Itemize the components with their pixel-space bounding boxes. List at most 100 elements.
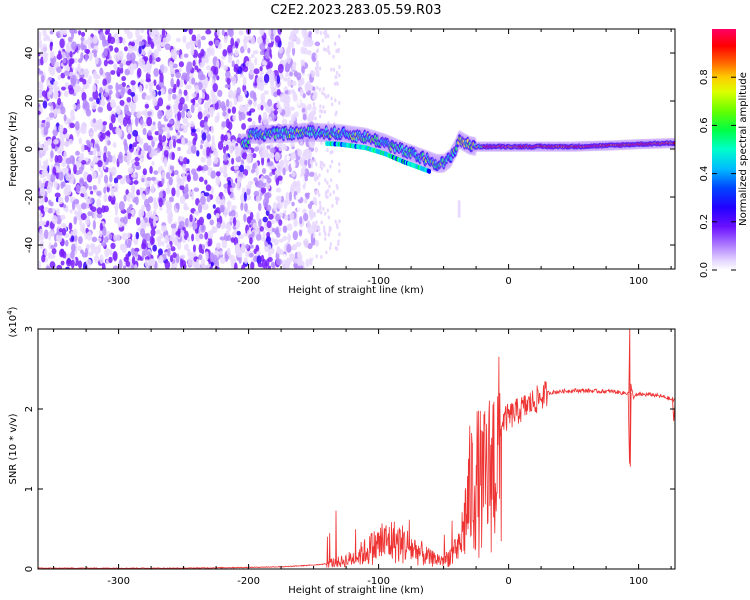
heatmap-cell bbox=[283, 210, 287, 215]
heatmap-cell bbox=[331, 149, 334, 154]
heatmap-cell bbox=[204, 231, 209, 240]
heatmap-cell bbox=[135, 117, 139, 127]
heatmap-cell bbox=[322, 206, 325, 211]
x-tick-label: 0 bbox=[505, 276, 511, 287]
heatmap-cell bbox=[209, 219, 215, 226]
heatmap-cell bbox=[336, 225, 339, 230]
heatmap-cell bbox=[103, 174, 109, 184]
heatmap-cell bbox=[152, 137, 158, 142]
heatmap-cell bbox=[163, 149, 169, 158]
heatmap-cell bbox=[158, 127, 164, 135]
heatmap-cell bbox=[67, 75, 71, 80]
heatmap-cell bbox=[191, 92, 197, 98]
heatmap-cell bbox=[253, 190, 260, 197]
heatmap-cell bbox=[314, 146, 319, 153]
heatmap-cell bbox=[247, 139, 250, 145]
heatmap-cell bbox=[88, 75, 92, 85]
heatmap-cell bbox=[197, 203, 203, 214]
heatmap-cell bbox=[314, 41, 321, 47]
heatmap-cell bbox=[227, 55, 233, 61]
heatmap-cell bbox=[43, 206, 49, 212]
heatmap-cell bbox=[262, 230, 266, 239]
heatmap-cell bbox=[186, 140, 193, 146]
heatmap-cell bbox=[186, 237, 191, 242]
heatmap-cell bbox=[286, 53, 291, 64]
heatmap-cell bbox=[284, 65, 290, 73]
heatmap-cell bbox=[151, 146, 155, 156]
heatmap-cell bbox=[146, 211, 151, 220]
heatmap-cell bbox=[214, 39, 220, 47]
heatmap-cell bbox=[280, 195, 285, 203]
heatmap-cell bbox=[41, 43, 48, 54]
heatmap-cell bbox=[113, 234, 117, 242]
heatmap-cell bbox=[252, 152, 257, 159]
heatmap-cell bbox=[153, 49, 159, 59]
heatmap-cell bbox=[172, 93, 177, 100]
heatmap-cell bbox=[199, 62, 204, 68]
heatmap-cell bbox=[56, 155, 63, 164]
heatmap-cell bbox=[306, 219, 311, 230]
heatmap-cell bbox=[274, 35, 281, 43]
heatmap-cell bbox=[158, 191, 164, 200]
heatmap-cell bbox=[222, 49, 228, 57]
heatmap-cell bbox=[38, 103, 41, 108]
heatmap-cell bbox=[267, 116, 272, 123]
heatmap-cell bbox=[204, 93, 210, 101]
heatmap-cell bbox=[309, 159, 314, 165]
heatmap-cell bbox=[288, 35, 294, 41]
heatmap-cell bbox=[313, 223, 317, 228]
heatmap-cell bbox=[257, 103, 261, 111]
heatmap-cell bbox=[92, 89, 99, 100]
heatmap-cell bbox=[140, 149, 145, 156]
heatmap-cell bbox=[276, 200, 283, 210]
heatmap-cell bbox=[326, 147, 329, 152]
heatmap-cell bbox=[273, 109, 278, 116]
heatmap-cell bbox=[226, 77, 231, 85]
heatmap-cell bbox=[52, 109, 57, 115]
heatmap-cell bbox=[184, 243, 189, 251]
heatmap-cell bbox=[96, 145, 101, 152]
heatmap-cell bbox=[115, 234, 121, 242]
heatmap-cell bbox=[256, 211, 260, 222]
heatmap-cell bbox=[167, 88, 173, 95]
heatmap-cell bbox=[69, 155, 75, 164]
heatmap-cell bbox=[90, 190, 94, 195]
heatmap-cell bbox=[282, 225, 288, 233]
heatmap-cell bbox=[87, 36, 93, 44]
heatmap-cell bbox=[136, 189, 141, 196]
heatmap-cell bbox=[114, 47, 119, 53]
heatmap-cell bbox=[247, 117, 253, 122]
heatmap-cell bbox=[97, 160, 103, 168]
colorbar-label: Normalized spectral amplitude bbox=[738, 72, 749, 226]
heatmap-cell bbox=[117, 221, 124, 228]
heatmap-cell bbox=[99, 108, 103, 113]
heatmap-cell bbox=[150, 125, 154, 133]
heatmap-cell bbox=[198, 176, 204, 183]
heatmap-cell bbox=[322, 225, 326, 230]
heatmap-cell bbox=[110, 242, 116, 250]
heatmap-cell bbox=[239, 73, 245, 78]
heatmap-cell bbox=[131, 208, 136, 218]
heatmap-cell bbox=[258, 144, 263, 152]
heatmap-cell bbox=[131, 57, 136, 64]
heatmap-cell bbox=[150, 41, 155, 50]
heatmap-cell bbox=[122, 59, 127, 66]
heatmap-cell bbox=[150, 176, 156, 182]
heatmap-cell bbox=[85, 49, 91, 55]
heatmap-cell bbox=[141, 177, 145, 183]
heatmap-cell bbox=[232, 114, 237, 121]
heatmap-cell bbox=[132, 63, 138, 70]
heatmap-cell bbox=[185, 41, 191, 50]
heatmap-cell bbox=[107, 140, 111, 146]
heatmap-cell bbox=[129, 102, 135, 110]
heatmap-cell bbox=[107, 60, 114, 65]
heatmap-cell bbox=[201, 132, 207, 141]
heatmap-cell bbox=[44, 34, 49, 39]
heatmap-cell bbox=[309, 39, 314, 47]
heatmap-cell bbox=[337, 242, 340, 247]
heatmap-cell bbox=[157, 248, 163, 256]
heatmap-cell bbox=[125, 253, 130, 261]
heatmap-cell bbox=[69, 51, 73, 58]
heatmap-cell bbox=[323, 228, 326, 233]
heatmap-cell bbox=[328, 246, 332, 251]
